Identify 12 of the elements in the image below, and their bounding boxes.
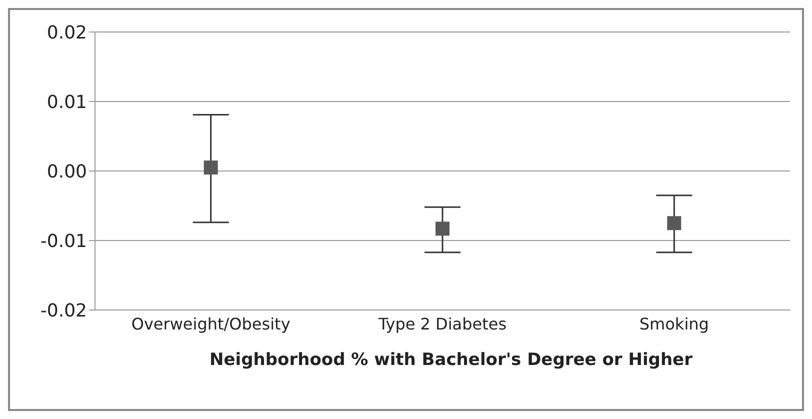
x-tick-label: Type 2 Diabetes xyxy=(377,314,507,334)
x-tick-label: Overweight/Obesity xyxy=(131,314,290,334)
y-tick-label: 0.00 xyxy=(46,161,87,182)
point xyxy=(436,222,450,236)
y-tick-label: 0.02 xyxy=(46,22,87,44)
y-tick-label: -0.01 xyxy=(40,230,87,252)
x-tick-label: Smoking xyxy=(639,314,709,334)
point xyxy=(667,216,682,230)
y-tick-label: -0.02 xyxy=(40,300,87,322)
x-axis-title: Neighborhood % with Bachelor's Degree or Higher xyxy=(208,350,694,370)
point xyxy=(204,160,218,175)
y-tick-label: 0.01 xyxy=(46,92,87,113)
